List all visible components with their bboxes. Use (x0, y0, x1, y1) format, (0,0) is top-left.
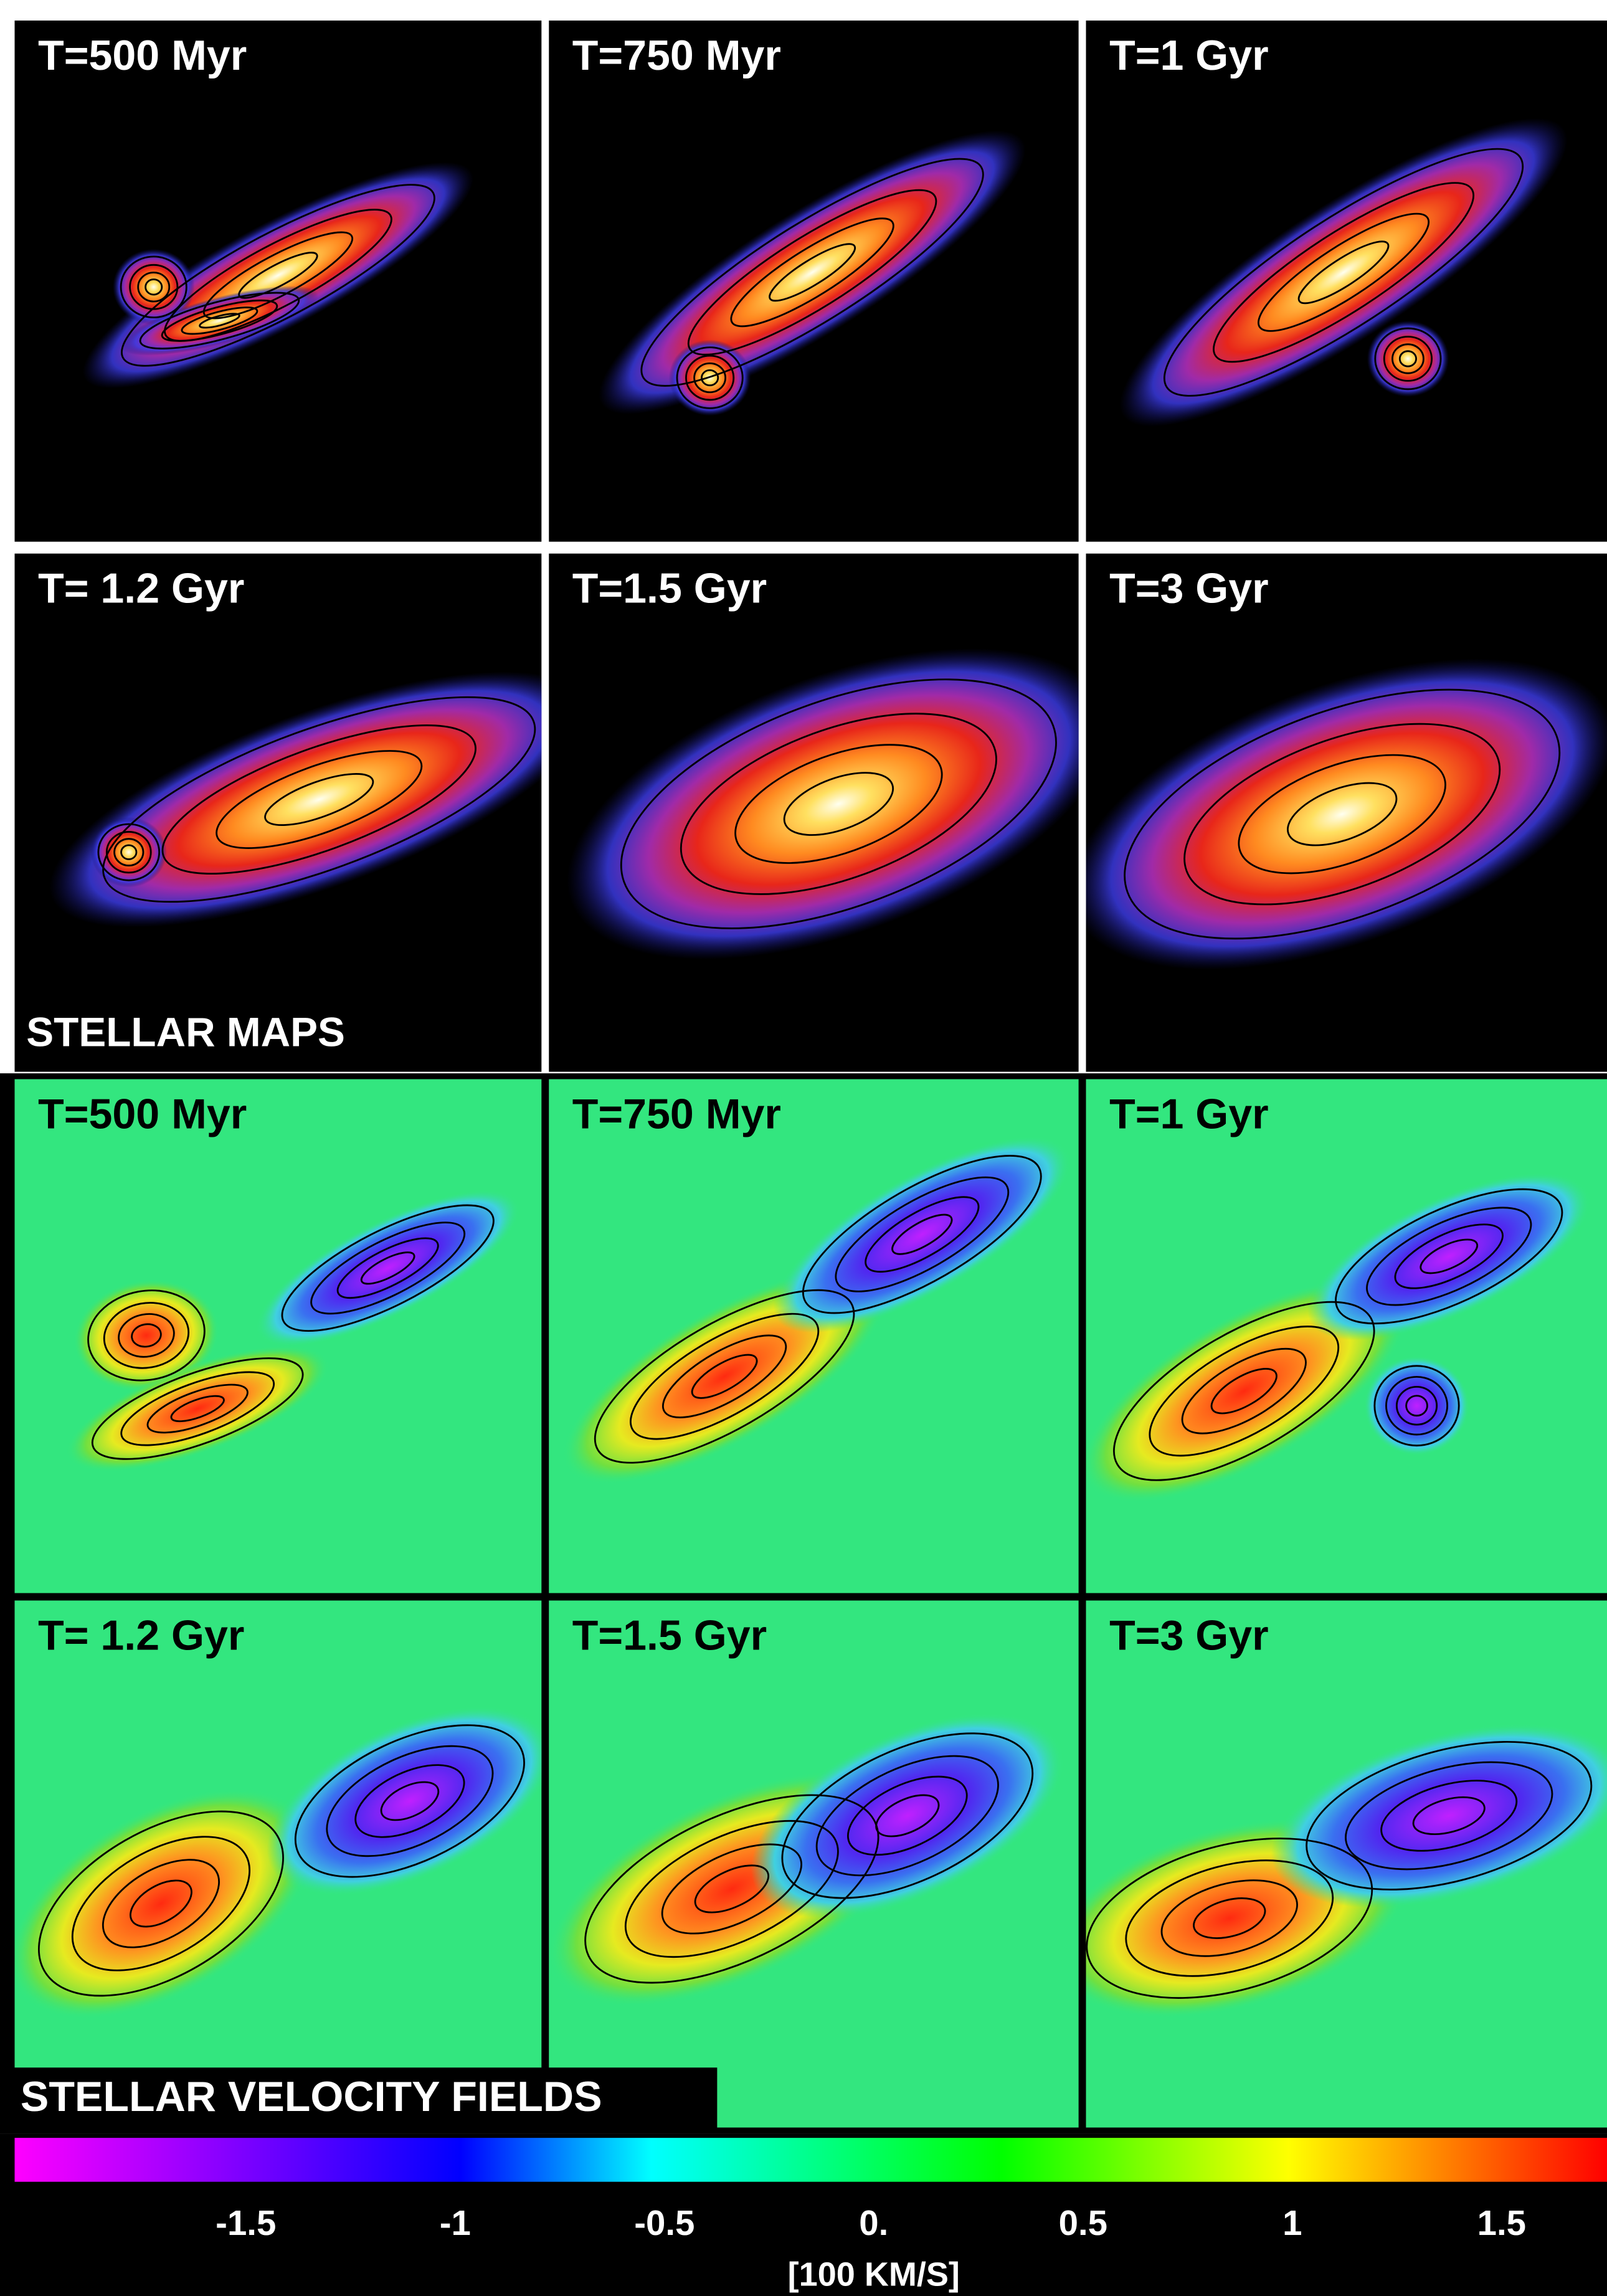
panel-label: T=1.5 Gyr (572, 565, 767, 612)
panel-content (14, 554, 617, 1072)
panel-content (533, 1079, 1097, 1593)
panel-content (549, 21, 1079, 542)
colorbar-tick-label: 1 (1282, 2203, 1302, 2242)
colorbar-tick-label: -0.5 (634, 2203, 694, 2242)
colorbar-tick-label: 0. (859, 2203, 888, 2242)
panel-content (1086, 21, 1607, 542)
panel-label: T=750 Myr (572, 1091, 781, 1138)
section-label: STELLAR MAPS (26, 1008, 345, 1055)
figure: T=500 Myr T=500 Myr T=750 Myr T=750 Myr T=1 … (0, 0, 1607, 2296)
panel-content (526, 554, 1151, 1072)
panel-label: T= 1.2 Gyr (38, 565, 244, 612)
panel-content (1049, 1079, 1607, 1593)
panel: T=1 Gyr (1049, 1079, 1607, 1593)
panel: T=3 Gyr (1029, 1600, 1607, 2127)
galaxy (1367, 321, 1449, 397)
colorbar-tick-label: -1 (440, 2203, 471, 2242)
colorbar (14, 2138, 1607, 2182)
panel: T=3 Gyr (1030, 554, 1607, 1072)
panel: T=750 Myr (533, 1079, 1097, 1593)
panel-content (1030, 554, 1607, 1072)
colorbar-tick-label: 0.5 (1059, 2203, 1107, 2242)
panel-label: T=1.5 Gyr (572, 1611, 767, 1659)
panel: T= 1.2 Gyr (0, 1600, 581, 2127)
panel-label: T=3 Gyr (1109, 565, 1269, 612)
panel: T= 1.2 Gyr (14, 554, 617, 1072)
galaxy (91, 817, 167, 888)
panel-label: T= 1.2 Gyr (38, 1611, 244, 1659)
panel-label: T=500 Myr (38, 1091, 247, 1138)
section-label: STELLAR VELOCITY FIELDS (21, 2073, 602, 2120)
panel: T=500 Myr (14, 21, 541, 542)
panel-label: T=750 Myr (572, 32, 781, 79)
colorbar-unit: [100 KM/S] (788, 2256, 960, 2294)
panel-content (14, 1079, 541, 1593)
panel-content (514, 1600, 1095, 2127)
panel: T=1.5 Gyr (526, 554, 1151, 1072)
panel-content (1029, 1600, 1607, 2127)
panel-label: T=1 Gyr (1109, 32, 1269, 79)
panel: T=1 Gyr (1086, 21, 1607, 542)
panel-label: T=3 Gyr (1109, 1611, 1269, 1659)
panel: T=1.5 Gyr (514, 1600, 1095, 2127)
colorbar-tick-label: 1.5 (1477, 2203, 1526, 2242)
galaxy (1364, 1356, 1469, 1456)
panel-label: T=500 Myr (38, 32, 247, 79)
panel-content (14, 21, 541, 542)
panel-label: T=1 Gyr (1109, 1091, 1269, 1138)
panel-content (0, 1600, 581, 2127)
panel: T=500 Myr (14, 1079, 541, 1593)
colorbar-tick-label: -1.5 (216, 2203, 276, 2242)
panel: T=750 Myr (549, 21, 1079, 542)
